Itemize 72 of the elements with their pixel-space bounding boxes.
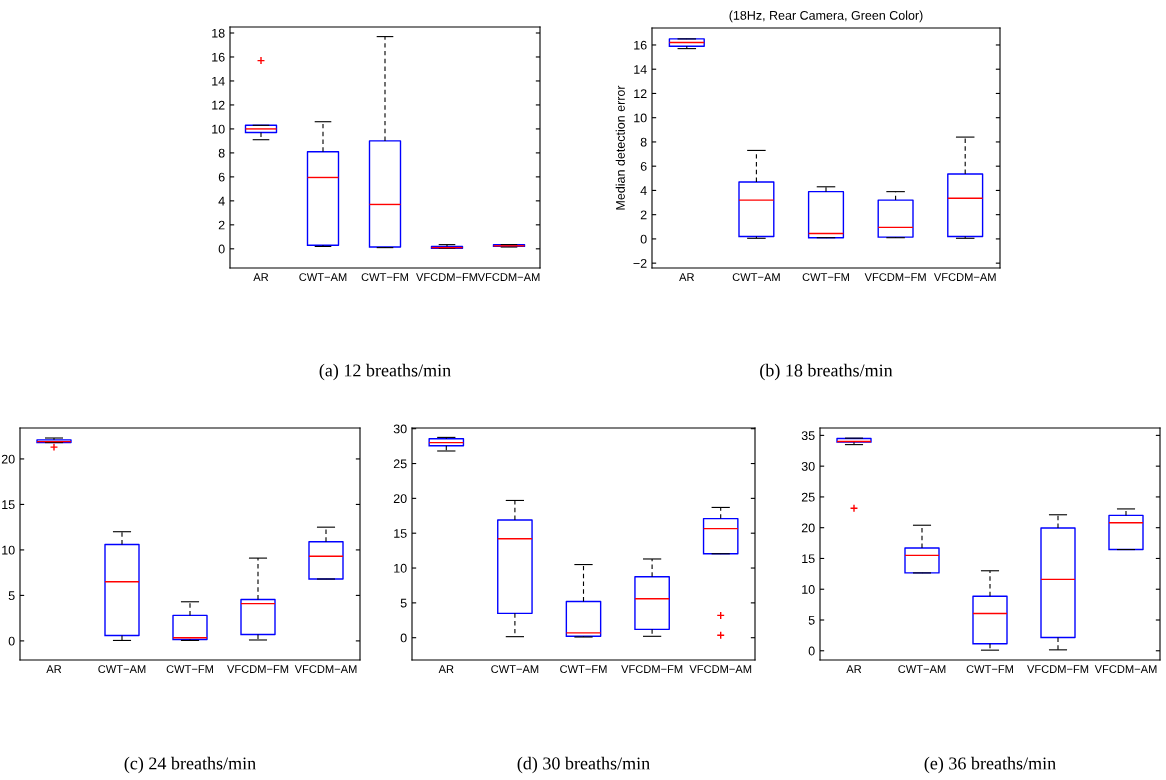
y-tick-label: 30 — [393, 424, 407, 434]
y-tick-label: 14 — [212, 76, 225, 86]
x-tick-label: AR — [438, 665, 454, 673]
x-tick-label: AR — [846, 665, 862, 673]
x-tick-label: VFCDM−FM — [621, 665, 683, 674]
y-tick-label: 0 — [8, 636, 15, 646]
chart-title: (18Hz, Rear Camera, Green Color) — [729, 10, 923, 23]
x-tick-label: CWT−FM — [361, 273, 408, 282]
y-tick-label: 6 — [640, 161, 647, 171]
x-tick-label: AR — [46, 665, 62, 673]
y-tick-label: 0 — [400, 633, 407, 643]
y-tick-label: 35 — [801, 431, 815, 441]
x-tick-label: CWT−FM — [966, 665, 1013, 674]
y-tick-label: 2 — [640, 210, 647, 220]
y-tick-label: −2 — [633, 258, 647, 268]
y-tick-label: 18 — [212, 28, 225, 38]
y-tick-label: 12 — [634, 89, 647, 98]
text: (a) 12 breaths/min — [319, 363, 451, 381]
y-tick-label: 16 — [212, 52, 225, 62]
y-tick-label: 12 — [212, 100, 225, 110]
y-tick-label: 20 — [801, 523, 815, 533]
y-tick-label: 10 — [2, 545, 15, 555]
x-tick-label: CWT−AM — [98, 665, 146, 674]
x-tick-label: VFCDM−FM — [227, 665, 289, 674]
x-tick-label: AR — [253, 273, 269, 281]
y-tick-label: 0 — [640, 234, 647, 244]
x-tick-label: VFCDM−FM — [1027, 665, 1089, 674]
x-tick-label: CWT−AM — [898, 665, 946, 674]
y-tick-label: 25 — [393, 459, 407, 469]
x-tick-label: CWT−AM — [299, 273, 347, 282]
y-tick-label: 14 — [634, 65, 647, 74]
y-tick-label: 10 — [394, 563, 407, 573]
x-tick-label: CWT−FM — [560, 665, 607, 674]
y-tick-label: 5 — [808, 615, 815, 625]
x-tick-label: CWT−FM — [166, 665, 213, 674]
x-tick-label: VFCDM−FM — [416, 273, 478, 282]
y-tick-label: 5 — [8, 591, 15, 601]
y-axis-title: Median detection error — [615, 85, 625, 210]
y-tick-label: 20 — [1, 454, 15, 464]
y-tick-label: 4 — [640, 186, 647, 195]
y-tick-label: 20 — [393, 494, 407, 504]
y-tick-label: 5 — [400, 598, 407, 608]
y-tick-label: 8 — [218, 148, 225, 158]
x-tick-label: CWT−FM — [802, 273, 849, 282]
x-tick-label: CWT−AM — [732, 273, 780, 282]
x-tick-label: VFCDM−FM — [864, 273, 926, 282]
y-tick-label: 15 — [2, 500, 15, 510]
y-tick-label: 10 — [634, 113, 647, 123]
y-tick-label: 2 — [218, 220, 225, 230]
y-tick-label: 15 — [394, 529, 407, 538]
y-tick-label: 15 — [802, 554, 815, 564]
text: (c) 24 breaths/min — [124, 756, 256, 774]
y-tick-label: 10 — [802, 585, 815, 594]
y-tick-label: 16 — [634, 40, 647, 50]
x-tick-label: VFCDM−AM — [294, 665, 357, 674]
text: (d) 30 breaths/min — [517, 756, 650, 774]
x-tick-label: AR — [679, 273, 694, 281]
x-tick-label: VFCDM−AM — [477, 273, 540, 282]
y-tick-label: 0 — [218, 244, 225, 254]
x-tick-label: VFCDM−AM — [1094, 665, 1157, 674]
y-tick-label: 0 — [808, 646, 815, 656]
y-tick-label: 25 — [801, 492, 815, 502]
y-tick-label: 4 — [218, 196, 225, 206]
y-tick-label: 10 — [212, 124, 225, 134]
x-tick-label: CWT−AM — [491, 665, 539, 674]
y-tick-label: 8 — [640, 137, 647, 147]
y-tick-label: 6 — [218, 172, 225, 182]
y-tick-label: 30 — [801, 461, 815, 471]
x-tick-label: VFCDM−AM — [933, 273, 996, 282]
text: (e) 36 breaths/min — [924, 756, 1056, 774]
x-tick-label: VFCDM−AM — [689, 665, 752, 674]
text: (b) 18 breaths/min — [760, 363, 893, 381]
